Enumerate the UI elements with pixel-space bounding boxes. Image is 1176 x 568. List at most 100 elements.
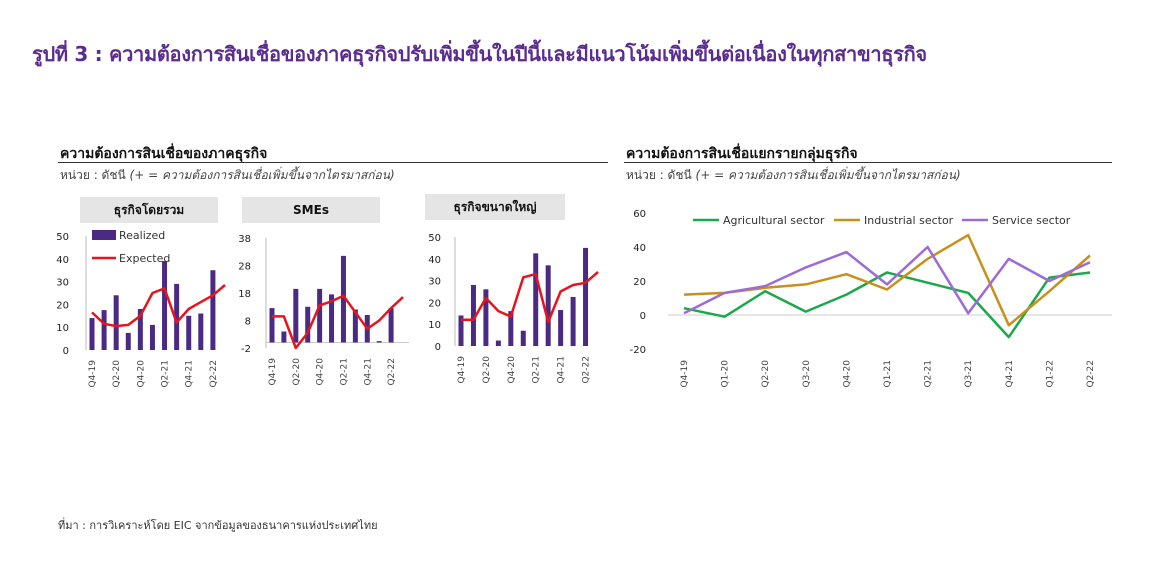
bar-realized xyxy=(113,295,119,350)
y-tick-label: 20 xyxy=(633,277,646,288)
y-tick-label: 38 xyxy=(238,234,251,245)
y-tick-label: 10 xyxy=(56,323,69,334)
line-expected xyxy=(461,270,599,324)
bar-realized xyxy=(89,318,95,350)
subchart-header-smes: SMEs xyxy=(242,197,380,223)
y-tick-label: 50 xyxy=(56,232,69,243)
bar-realized xyxy=(340,255,346,343)
bar-realized xyxy=(329,294,335,343)
line-expected xyxy=(91,284,226,328)
subchart-header-overall: ธุรกิจโดยรวม xyxy=(80,197,218,223)
x-tick-label: Q2-22 xyxy=(1086,360,1096,388)
source-note: ที่มา : การวิเคราะห์โดย EIC จากข้อมูลของ… xyxy=(58,519,378,532)
line-service-sector xyxy=(683,245,1091,315)
bar-realized xyxy=(281,331,287,343)
bar-realized xyxy=(470,284,476,346)
y-tick-label: 50 xyxy=(428,233,441,244)
legend-label: Agricultural sector xyxy=(723,214,825,227)
bar-realized xyxy=(137,308,143,350)
bar-realized xyxy=(533,253,539,346)
bar-realized xyxy=(520,330,526,346)
bar-realized xyxy=(269,308,275,343)
x-tick-label: Q2-20 xyxy=(292,358,302,386)
x-tick-label: Q4-19 xyxy=(457,356,467,384)
x-tick-label: Q4-19 xyxy=(680,360,690,388)
y-tick-label: -2 xyxy=(241,344,251,355)
y-tick-label: 28 xyxy=(238,262,251,273)
x-tick-label: Q3-21 xyxy=(964,360,974,388)
y-tick-label: 20 xyxy=(428,298,441,309)
x-tick-label: Q2-22 xyxy=(209,360,219,388)
bar-realized xyxy=(305,306,311,343)
right-panel-title: ความต้องการสินเชื่อแยกรายกลุ่มธุรกิจ xyxy=(626,146,858,162)
x-tick-label: Q2-21 xyxy=(161,360,171,388)
y-tick-label: 0 xyxy=(435,342,441,353)
right-panel-rule xyxy=(624,162,1112,163)
x-tick-label: Q2-21 xyxy=(339,358,349,386)
x-tick-label: Q4-20 xyxy=(842,360,852,388)
x-tick-label: Q4-21 xyxy=(1005,360,1015,388)
bar-realized xyxy=(125,332,131,350)
line-agricultural-sector xyxy=(683,271,1091,339)
y-tick-label: 30 xyxy=(428,277,441,288)
right-panel-unit: หน่วย : ดัชนี (+ = ความต้องการสินเชื่อเพ… xyxy=(626,166,961,185)
x-tick-label: Q2-22 xyxy=(387,358,397,386)
bar-realized xyxy=(570,296,576,346)
bar-realized xyxy=(101,310,107,350)
bar-realized xyxy=(508,311,514,346)
line-expected xyxy=(272,294,404,350)
x-tick-label: Q2-22 xyxy=(582,356,592,384)
x-tick-label: Q4-20 xyxy=(316,358,326,386)
bar-realized xyxy=(186,315,192,350)
bar-realized xyxy=(558,310,564,346)
y-tick-label: 0 xyxy=(63,346,69,357)
bar-realized xyxy=(458,315,464,346)
bar-realized xyxy=(174,283,180,350)
x-tick-label: Q2-21 xyxy=(924,360,934,388)
subchart-header-large: ธุรกิจขนาดใหญ่ xyxy=(425,194,565,220)
x-tick-label: Q4-20 xyxy=(507,356,517,384)
y-tick-label: 60 xyxy=(633,209,646,220)
y-tick-label: 0 xyxy=(640,311,646,322)
left-panel-unit: หน่วย : ดัชนี (+ = ความต้องการสินเชื่อเพ… xyxy=(60,166,395,185)
bar-realized xyxy=(162,261,168,350)
bar-realized xyxy=(210,270,216,350)
unit-prefix: หน่วย : ดัชนี xyxy=(626,168,692,182)
x-tick-label: Q1-20 xyxy=(721,360,731,388)
bar-realized xyxy=(495,340,501,346)
legend-label: Service sector xyxy=(992,214,1071,227)
bar-realized xyxy=(545,265,551,346)
y-tick-label: 40 xyxy=(633,243,646,254)
left-panel-title: ความต้องการสินเชื่อของภาคธุรกิจ xyxy=(60,146,268,162)
bar-realized xyxy=(388,308,394,343)
x-tick-label: Q2-20 xyxy=(112,360,122,388)
bar-realized xyxy=(583,247,589,346)
x-tick-label: Q4-21 xyxy=(557,356,567,384)
x-tick-label: Q4-21 xyxy=(185,360,195,388)
bar-realized xyxy=(198,313,204,350)
x-tick-label: Q4-21 xyxy=(363,358,373,386)
bar-realized xyxy=(317,288,323,343)
y-tick-label: 18 xyxy=(238,289,251,300)
legend-swatch-realized xyxy=(92,230,116,240)
bar-realized xyxy=(483,289,489,346)
bar-realized xyxy=(376,341,382,343)
legend-label-expected: Expected xyxy=(119,252,170,265)
legend-label: Industrial sector xyxy=(864,214,954,227)
bar-realized xyxy=(352,309,358,343)
x-tick-label: Q1-21 xyxy=(883,360,893,388)
y-tick-label: 10 xyxy=(428,320,441,331)
x-tick-label: Q4-19 xyxy=(88,360,98,388)
y-tick-label: 8 xyxy=(245,317,251,328)
x-tick-label: Q1-22 xyxy=(1045,360,1055,388)
y-tick-label: 40 xyxy=(428,255,441,266)
unit-prefix: หน่วย : ดัชนี xyxy=(60,168,126,182)
bar-realized xyxy=(293,288,299,343)
unit-note: (+ = ความต้องการสินเชื่อเพิ่มขึ้นจากไตรม… xyxy=(695,168,961,182)
y-tick-label: -20 xyxy=(630,345,646,356)
x-tick-label: Q3-20 xyxy=(802,360,812,388)
y-tick-label: 20 xyxy=(56,300,69,311)
x-tick-label: Q2-20 xyxy=(761,360,771,388)
legend-label-realized: Realized xyxy=(119,229,165,242)
